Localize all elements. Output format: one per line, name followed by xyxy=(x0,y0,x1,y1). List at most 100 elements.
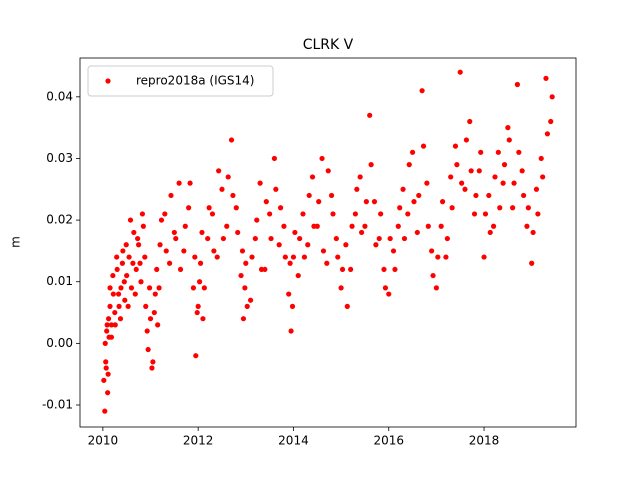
data-point xyxy=(497,205,503,211)
data-point xyxy=(543,75,549,81)
data-point xyxy=(339,266,346,273)
y-tick-label: 0.02 xyxy=(46,213,73,227)
data-point xyxy=(516,149,522,155)
data-point xyxy=(121,279,127,285)
data-point xyxy=(492,174,498,180)
data-point xyxy=(295,272,301,279)
plot-marks xyxy=(101,69,555,414)
data-point xyxy=(157,242,163,248)
x-tick-label: 2018 xyxy=(469,434,500,448)
data-point xyxy=(348,266,354,273)
data-point xyxy=(151,309,157,316)
data-point xyxy=(400,186,406,192)
data-point xyxy=(335,254,341,260)
data-point xyxy=(457,69,463,75)
data-point xyxy=(430,272,436,279)
data-point xyxy=(162,211,168,217)
data-point xyxy=(118,285,124,291)
data-point xyxy=(530,229,536,236)
data-point xyxy=(367,112,373,118)
data-point xyxy=(363,199,369,205)
data-point xyxy=(462,186,468,192)
data-point xyxy=(263,199,269,205)
data-point xyxy=(137,260,143,266)
data-point xyxy=(267,211,273,217)
data-point xyxy=(249,254,255,260)
data-point xyxy=(214,254,220,260)
data-point xyxy=(420,143,427,149)
data-point xyxy=(104,322,110,328)
data-point xyxy=(163,248,169,254)
data-point xyxy=(258,266,265,273)
data-point xyxy=(152,291,158,297)
data-point xyxy=(324,260,330,266)
data-point xyxy=(239,248,246,254)
data-point xyxy=(481,254,487,260)
data-point xyxy=(433,285,439,291)
data-point xyxy=(150,359,156,365)
data-point xyxy=(140,223,146,229)
data-point xyxy=(424,180,430,186)
data-point xyxy=(467,118,473,125)
data-point xyxy=(500,180,506,186)
data-point xyxy=(282,254,288,260)
data-point xyxy=(112,322,118,328)
data-point xyxy=(482,211,489,217)
data-point xyxy=(216,168,222,174)
data-point xyxy=(194,309,200,316)
data-point xyxy=(139,211,146,217)
data-point xyxy=(116,303,122,309)
data-point xyxy=(292,229,298,236)
data-point xyxy=(114,254,120,260)
data-point xyxy=(325,168,331,174)
data-point xyxy=(444,235,450,242)
data-point xyxy=(106,334,112,340)
data-point xyxy=(392,266,398,273)
y-tick-label: 0.04 xyxy=(46,89,73,103)
data-point xyxy=(138,279,144,285)
data-point xyxy=(382,285,389,291)
data-point xyxy=(110,291,116,297)
data-point xyxy=(288,328,294,334)
data-point xyxy=(520,192,527,199)
x-tick-label: 2010 xyxy=(88,434,119,448)
data-point xyxy=(114,266,120,273)
data-point xyxy=(514,81,520,88)
data-point xyxy=(254,217,260,223)
data-point xyxy=(132,291,138,297)
data-point xyxy=(438,223,444,229)
data-point xyxy=(126,254,132,260)
data-point xyxy=(540,174,546,180)
data-point xyxy=(343,242,349,248)
data-point xyxy=(405,211,411,217)
data-point xyxy=(533,186,540,192)
data-point xyxy=(414,229,420,236)
data-point xyxy=(101,377,107,383)
data-point xyxy=(463,137,470,143)
data-point xyxy=(525,205,531,211)
data-point xyxy=(103,365,109,371)
data-point xyxy=(330,211,336,217)
data-point xyxy=(122,297,128,303)
data-point xyxy=(247,297,254,303)
data-point xyxy=(544,131,551,137)
data-point xyxy=(305,242,311,248)
legend-box xyxy=(87,65,274,97)
data-point xyxy=(511,180,517,186)
data-point xyxy=(220,235,227,242)
data-point xyxy=(490,223,497,229)
data-point xyxy=(395,223,401,229)
data-point xyxy=(338,285,344,291)
data-point xyxy=(344,303,350,309)
data-point xyxy=(107,303,113,309)
data-point xyxy=(357,174,363,180)
data-point xyxy=(289,303,296,309)
data-point xyxy=(155,322,161,328)
data-point xyxy=(133,266,139,273)
data-point xyxy=(112,309,118,316)
data-point xyxy=(240,316,247,322)
data-point xyxy=(538,155,544,162)
data-point xyxy=(206,205,212,211)
data-point xyxy=(142,254,148,260)
